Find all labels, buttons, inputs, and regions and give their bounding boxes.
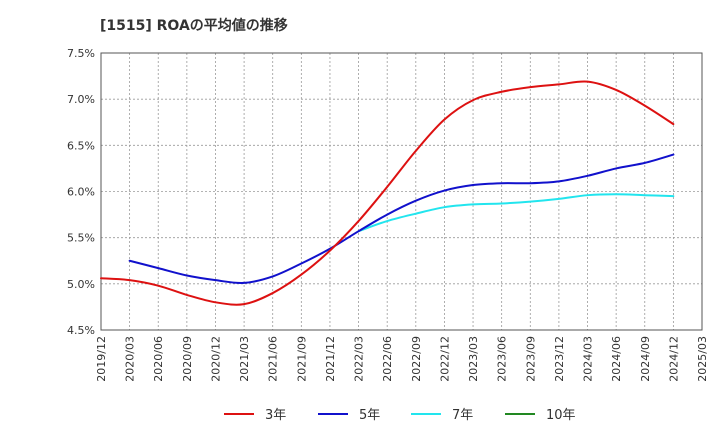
legend-label-3: 7年 (452, 408, 473, 423)
y-tick-label: 5.0% (67, 278, 95, 291)
x-tick-label: 2021/03 (238, 336, 251, 382)
y-tick-label: 7.5% (67, 47, 95, 60)
y-tick-label: 6.5% (67, 139, 95, 152)
x-tick-label: 2020/09 (181, 336, 194, 382)
series-line-2 (128, 153, 675, 285)
chart-title: [1515] ROAの平均値の推移 (100, 17, 288, 34)
x-tick-label: 2021/12 (324, 336, 337, 382)
plot-area: 4.5% 5.0% 5.5% 6.0% 6.5% 7.0% 7.5% 2019/12 2020/… (67, 47, 709, 382)
x-tick-label: 2022/09 (410, 336, 423, 382)
x-tick-label: 2024/09 (639, 336, 652, 382)
x-tick-label: 2024/12 (667, 336, 680, 382)
x-tick-label: 2024/06 (610, 336, 623, 382)
x-tick-label: 2024/03 (582, 336, 595, 382)
y-tick-label: 7.0% (67, 93, 95, 106)
legend-label-4: 10年 (546, 408, 576, 423)
x-tick-label: 2023/09 (524, 336, 537, 382)
x-tick-label: 2020/06 (152, 336, 165, 382)
x-tick-label: 2022/06 (381, 336, 394, 382)
x-tick-label: 2020/12 (209, 336, 222, 382)
series-line-1 (100, 80, 675, 306)
series-line-3 (357, 193, 675, 233)
y-tick-label: 6.0% (67, 186, 95, 199)
legend-label-1: 3年 (265, 408, 286, 423)
legend-label-2: 5年 (359, 408, 380, 423)
plot-border (100, 52, 703, 331)
x-tick-label: 2021/06 (267, 336, 280, 382)
y-tick-label: 4.5% (67, 324, 95, 337)
x-tick-label: 2021/09 (295, 336, 308, 382)
x-tick-label: 2025/03 (696, 336, 709, 382)
y-tick-label: 5.5% (67, 232, 95, 245)
x-tick-label: 2023/12 (553, 336, 566, 382)
x-tick-label: 2022/12 (438, 336, 451, 382)
x-tick-label: 2022/03 (353, 336, 366, 382)
x-tick-label: 2023/06 (496, 336, 509, 382)
x-tick-label: 2023/03 (467, 336, 480, 382)
x-tick-label: 2020/03 (124, 336, 137, 382)
x-tick-label: 2019/12 (95, 336, 108, 382)
legend: 3年 5年 7年 10年 (224, 408, 576, 423)
